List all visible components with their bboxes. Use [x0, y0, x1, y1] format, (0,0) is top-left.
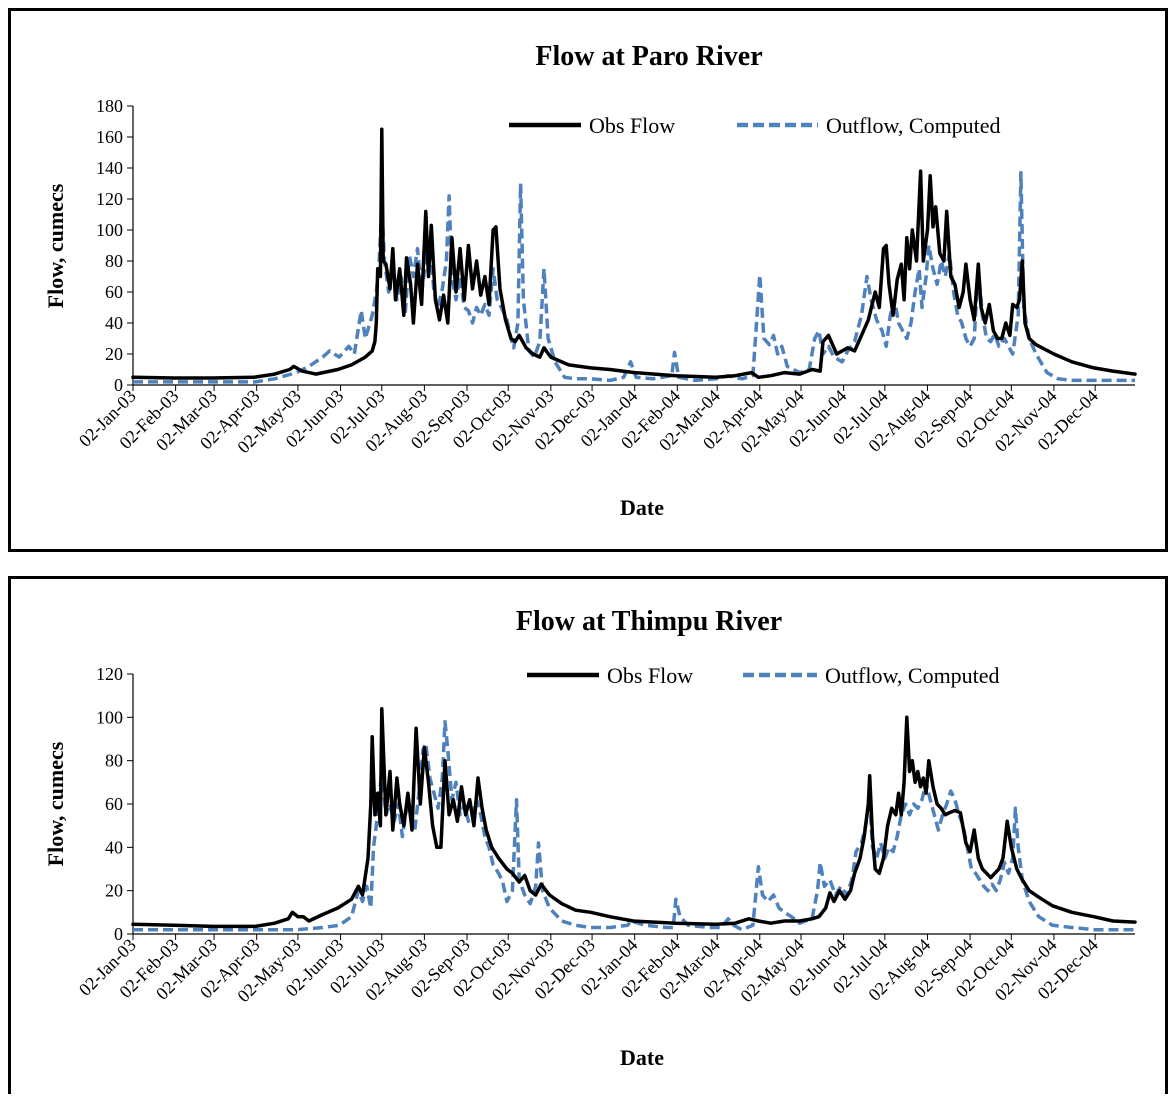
series-obs-flow-line	[131, 127, 1137, 380]
y-tick-label: 40	[105, 837, 123, 857]
y-tick-label: 120	[96, 664, 123, 684]
y-tick-label: 180	[96, 96, 123, 116]
series-outflow-computed-line	[133, 719, 1135, 932]
y-tick-label: 60	[105, 282, 123, 302]
y-tick-label: 40	[105, 313, 123, 333]
y-tick-label: 60	[105, 794, 123, 814]
series-obs-flow-line	[131, 706, 1137, 929]
legend-label-outflow-computed: Outflow, Computed	[826, 113, 1001, 138]
y-tick-label: 80	[105, 251, 123, 271]
y-tick-label: 0	[114, 924, 123, 944]
y-tick-label: 100	[96, 220, 123, 240]
y-tick-label: 120	[96, 189, 123, 209]
chart-panel-paro: Flow at Paro River 0 20 40 60 80 100 120 140 160 1…	[8, 8, 1168, 552]
y-tick-label: 20	[105, 881, 123, 901]
legend-label-obs-flow: Obs Flow	[589, 113, 675, 138]
chart-panel-thimpu: Flow at Thimpu River 0 20 40 60 80 100 120 02-Ja…	[8, 576, 1168, 1094]
y-tick-label: 20	[105, 344, 123, 364]
legend-label-obs-flow: Obs Flow	[607, 663, 693, 688]
y-tick-label: 140	[96, 158, 123, 178]
chart-paro-river: Flow at Paro River 0 20 40 60 80 100 120 140 160 1…	[43, 41, 1137, 520]
y-tick-label: 100	[96, 707, 123, 727]
y-axis-title: Flow, cumecs	[43, 741, 68, 866]
series-outflow-computed-line	[133, 170, 1135, 384]
x-axis-title: Date	[620, 1045, 664, 1070]
y-tick-label: 160	[96, 127, 123, 147]
chart-thimpu-river: Flow at Thimpu River02040608010012002-Ja…	[43, 606, 1137, 1070]
x-axis-title: Date	[620, 495, 664, 520]
legend-label-outflow-computed: Outflow, Computed	[825, 663, 1000, 688]
y-tick-label: 80	[105, 751, 123, 771]
y-axis-title: Flow, cumecs	[43, 183, 68, 308]
y-tick-label: 0	[114, 375, 123, 395]
chart-title: Flow at Thimpu River	[516, 606, 782, 637]
chart-title: Flow at Paro River	[535, 41, 762, 72]
